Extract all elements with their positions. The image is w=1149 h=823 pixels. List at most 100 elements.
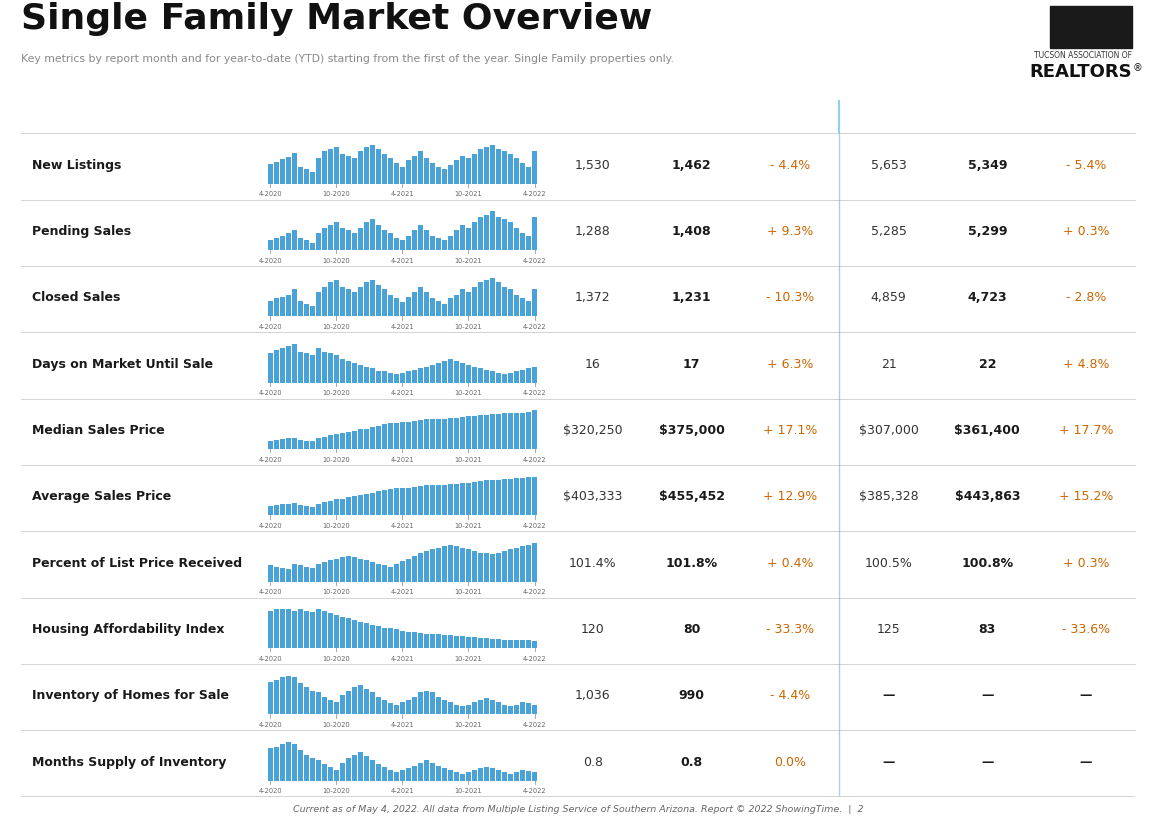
Text: 100.8%: 100.8% xyxy=(962,556,1013,570)
Bar xyxy=(418,287,423,316)
Bar xyxy=(388,423,393,449)
Bar xyxy=(460,483,465,515)
Bar xyxy=(448,635,453,648)
Bar xyxy=(430,486,434,515)
Bar xyxy=(376,697,380,714)
Bar xyxy=(502,219,507,250)
Bar xyxy=(268,301,272,316)
Bar xyxy=(406,160,411,184)
Bar xyxy=(460,226,465,250)
Text: 22: 22 xyxy=(979,358,996,370)
Text: 10-2021: 10-2021 xyxy=(455,722,483,728)
Bar xyxy=(370,369,375,383)
Bar xyxy=(466,227,471,250)
Bar xyxy=(286,504,291,515)
Bar xyxy=(322,437,326,449)
Text: + 6.3%: + 6.3% xyxy=(768,358,813,370)
Bar xyxy=(334,280,339,316)
Bar xyxy=(418,421,423,449)
Bar xyxy=(310,507,315,515)
Bar xyxy=(286,233,291,250)
Bar xyxy=(1050,6,1132,49)
Bar xyxy=(346,289,350,316)
Bar xyxy=(286,156,291,184)
Bar xyxy=(388,158,393,184)
Bar xyxy=(280,609,285,648)
Bar xyxy=(310,569,315,582)
Bar xyxy=(268,748,272,781)
Bar xyxy=(526,771,531,781)
Bar xyxy=(358,559,363,582)
Bar xyxy=(478,481,483,515)
Bar xyxy=(472,702,477,714)
Text: - 4.4%: - 4.4% xyxy=(770,690,810,702)
Bar xyxy=(502,151,507,184)
Bar xyxy=(454,160,458,184)
Bar xyxy=(273,350,279,383)
Bar xyxy=(496,639,501,648)
Bar xyxy=(298,238,303,250)
Bar xyxy=(316,439,321,449)
Bar xyxy=(376,370,380,383)
Bar xyxy=(508,479,512,515)
Bar xyxy=(316,692,321,714)
Bar xyxy=(514,371,519,383)
Bar xyxy=(484,638,489,648)
Bar xyxy=(406,296,411,316)
Bar xyxy=(496,702,501,714)
Bar xyxy=(376,286,380,316)
Bar xyxy=(478,552,483,582)
Bar xyxy=(406,236,411,250)
Bar xyxy=(489,700,495,714)
Bar xyxy=(496,770,501,781)
Bar xyxy=(466,550,471,582)
Bar xyxy=(298,505,303,515)
Text: 80: 80 xyxy=(683,623,700,636)
Bar xyxy=(286,742,291,781)
Bar xyxy=(394,772,399,781)
Bar xyxy=(334,222,339,250)
Bar xyxy=(418,486,423,515)
Bar xyxy=(303,567,309,582)
Bar xyxy=(327,700,333,714)
Bar xyxy=(316,504,321,515)
Bar xyxy=(496,216,501,250)
Bar xyxy=(394,163,399,184)
Bar xyxy=(526,369,531,383)
Bar xyxy=(484,146,489,184)
Text: 16: 16 xyxy=(585,358,601,370)
Bar xyxy=(514,704,519,714)
Bar xyxy=(268,565,272,582)
Bar xyxy=(273,680,279,714)
Text: 1,530: 1,530 xyxy=(576,159,611,172)
Text: $375,000: $375,000 xyxy=(658,424,725,437)
Text: 4-2020: 4-2020 xyxy=(259,589,283,596)
Bar xyxy=(508,373,512,383)
Bar xyxy=(466,158,471,184)
Text: $443,863: $443,863 xyxy=(955,491,1020,504)
Bar xyxy=(466,416,471,449)
Bar xyxy=(478,216,483,250)
Bar xyxy=(508,639,512,648)
Bar xyxy=(412,292,417,316)
Bar xyxy=(352,557,357,582)
Bar xyxy=(435,238,441,250)
Text: + 12.9%: + 12.9% xyxy=(763,491,817,504)
Text: Key metrics by report month and for year-to-date (YTD) starting from the first o: Key metrics by report month and for year… xyxy=(21,53,673,63)
Text: 0.0%: 0.0% xyxy=(774,756,807,769)
Text: 10-2020: 10-2020 xyxy=(323,258,350,264)
Bar xyxy=(472,287,477,316)
Bar xyxy=(526,703,531,714)
Text: 0.8: 0.8 xyxy=(680,756,703,769)
Bar xyxy=(340,557,345,582)
Bar xyxy=(454,230,458,250)
Bar xyxy=(435,697,441,714)
Bar xyxy=(334,770,339,781)
Bar xyxy=(466,637,471,648)
Bar xyxy=(316,609,321,648)
Bar xyxy=(364,756,369,781)
Bar xyxy=(327,613,333,648)
Text: 10-2021: 10-2021 xyxy=(455,258,483,264)
Text: 990: 990 xyxy=(679,690,704,702)
Bar xyxy=(489,554,495,582)
